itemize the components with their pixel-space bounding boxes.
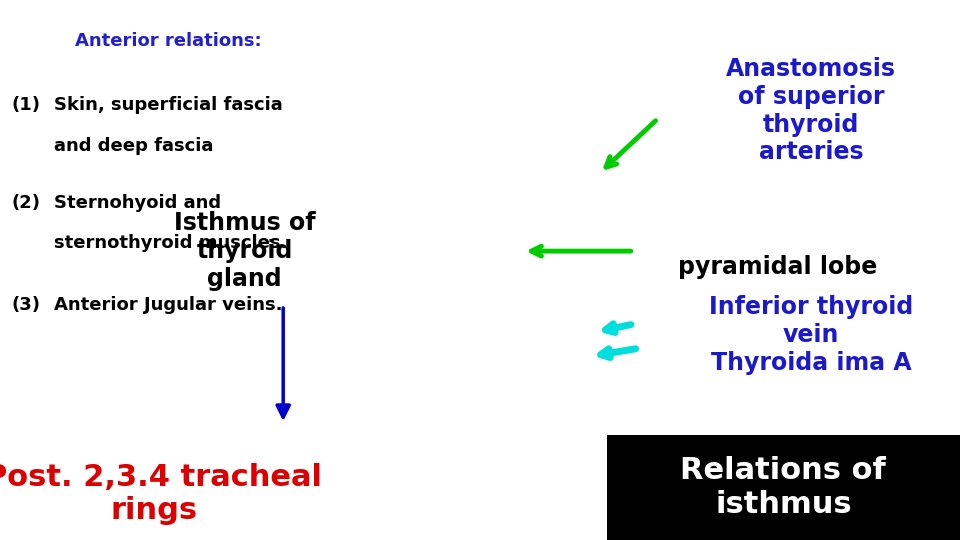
Text: and deep fascia: and deep fascia (54, 137, 213, 155)
Bar (607, 0, 960, 435)
Text: (2): (2) (12, 193, 40, 212)
Text: Skin, superficial fascia: Skin, superficial fascia (54, 96, 282, 114)
Text: Inferior thyroid
vein
Thyroida ima A: Inferior thyroid vein Thyroida ima A (709, 295, 913, 375)
Bar (607, 435, 960, 540)
Bar (0, 0, 331, 540)
Text: (1): (1) (12, 96, 40, 114)
Text: pyramidal lobe: pyramidal lobe (678, 255, 877, 279)
Text: Post. 2,3.4 tracheal
rings: Post. 2,3.4 tracheal rings (0, 463, 323, 525)
Text: Isthmus of
thyroid
gland: Isthmus of thyroid gland (174, 211, 316, 291)
Text: Anterior Jugular veins.: Anterior Jugular veins. (54, 296, 282, 314)
Text: sternothyroid muscles.: sternothyroid muscles. (54, 234, 287, 252)
Text: Relations of
isthmus: Relations of isthmus (681, 456, 886, 518)
Text: Anastomosis
of superior
thyroid
arteries: Anastomosis of superior thyroid arteries (726, 57, 897, 164)
Text: (3): (3) (12, 296, 40, 314)
Text: Sternohyoid and: Sternohyoid and (54, 193, 221, 212)
Text: Anterior relations:: Anterior relations: (75, 31, 261, 50)
